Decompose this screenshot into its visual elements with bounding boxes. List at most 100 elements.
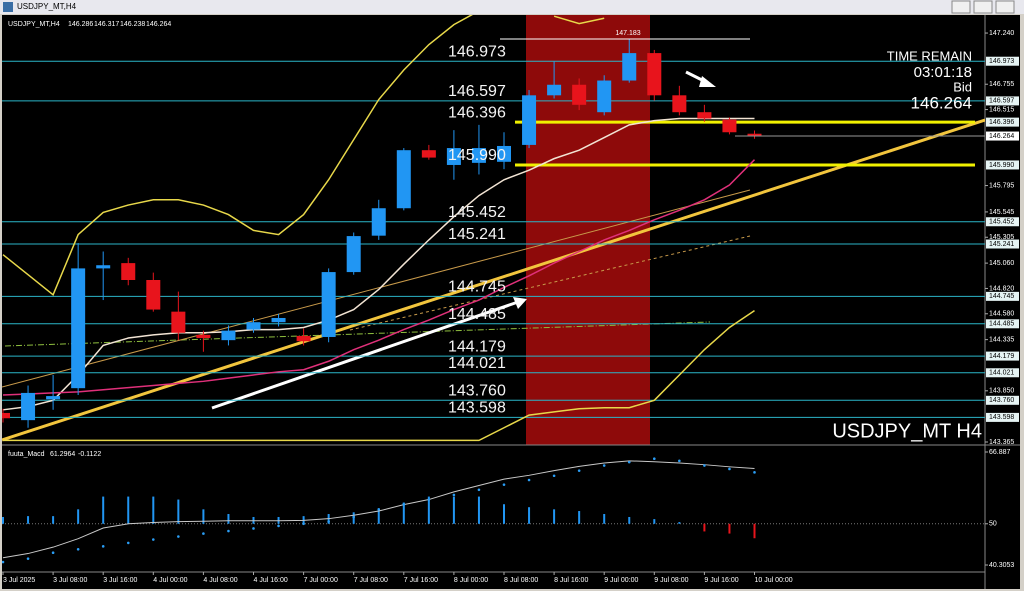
- macd-bar: [578, 511, 581, 524]
- signal-dot: [377, 508, 381, 511]
- y-tick-label: 147.240: [989, 30, 1014, 37]
- level-label: 145.990: [448, 147, 506, 164]
- macd-bar: [427, 496, 430, 524]
- level-tag-label: 146.396: [989, 119, 1014, 126]
- signal-dot: [2, 560, 5, 564]
- signal-dot: [527, 478, 531, 482]
- level-label: 146.973: [448, 43, 506, 60]
- candle-body: [471, 148, 486, 163]
- candle-body: [71, 268, 86, 389]
- x-tick-label: 8 Jul 08:00: [504, 577, 538, 584]
- signal-dot: [252, 527, 255, 530]
- minimize-button[interactable]: [951, 0, 971, 14]
- indicator-line: [2, 117, 755, 411]
- macd-title: fuuta_Macd: [8, 451, 45, 458]
- y-tick-label: 144.335: [989, 336, 1014, 343]
- header-close: 146.264: [146, 21, 171, 28]
- indicator-line: [3, 309, 755, 442]
- signal-dot: [227, 529, 230, 533]
- window-icon: [3, 2, 13, 12]
- candle-body: [321, 272, 336, 337]
- macd-bar: [227, 514, 230, 524]
- macd-bar: [628, 516, 631, 524]
- level-tag-label: 145.452: [989, 219, 1014, 226]
- macd-bar: [77, 509, 80, 524]
- header-open: 146.286: [68, 21, 93, 28]
- macd-bar: [152, 496, 155, 524]
- level-tag-label: 146.597: [989, 98, 1014, 105]
- bid-tag-label: 146.264: [989, 133, 1014, 140]
- signal-dot: [327, 520, 330, 523]
- restore-button[interactable]: [973, 0, 993, 14]
- candle-body: [697, 112, 712, 119]
- level-tag-label: 145.990: [989, 162, 1014, 169]
- signal-dot: [678, 459, 681, 463]
- signal-dot: [577, 469, 581, 472]
- signal-dot: [101, 545, 105, 548]
- header-low: 146.238: [120, 21, 145, 28]
- x-tick-label: 7 Jul 16:00: [404, 577, 438, 584]
- candle-body: [21, 392, 36, 421]
- level-tag-label: 145.241: [989, 241, 1014, 248]
- x-tick-label: 4 Jul 16:00: [254, 577, 288, 584]
- macd-bar: [377, 509, 380, 524]
- candle-body: [121, 263, 136, 280]
- level-tag: [986, 291, 1019, 301]
- macd-bar: [402, 502, 405, 524]
- level-tag-label: 143.598: [989, 414, 1014, 421]
- candle-body: [171, 311, 186, 333]
- level-tag: [986, 56, 1019, 66]
- candle-body: [96, 265, 111, 269]
- candle-body: [747, 133, 762, 137]
- level-tag-label: 144.485: [989, 321, 1014, 328]
- signal-dot: [728, 467, 731, 471]
- candle-body: [672, 95, 687, 113]
- candle-body: [522, 95, 537, 145]
- close-button[interactable]: [995, 0, 1015, 14]
- macd-bar: [27, 516, 30, 524]
- x-tick-label: 3 Jul 08:00: [53, 577, 87, 584]
- y-tick-label: 40.3053: [989, 562, 1014, 569]
- macd-bar: [477, 496, 480, 524]
- level-label: 146.396: [448, 104, 506, 121]
- signal-dot: [427, 498, 431, 501]
- indicator-line: [2, 159, 756, 396]
- x-tick-label: 9 Jul 00:00: [604, 577, 638, 584]
- y-tick-label: 145.795: [989, 182, 1014, 189]
- x-tick-label: 9 Jul 16:00: [704, 577, 738, 584]
- candle-body: [271, 317, 286, 323]
- level-tag: [986, 96, 1019, 106]
- level-label: 144.485: [448, 306, 506, 323]
- overlay-layer: USDJPY_MT,H4 146.286 146.317 146.238 146…: [2, 21, 1019, 584]
- level-label: 144.021: [448, 355, 506, 372]
- macd-bar: [703, 523, 706, 532]
- macd-bar: [528, 507, 531, 524]
- candle-body: [246, 322, 261, 330]
- candle-body: [497, 145, 511, 162]
- level-tag-label: 144.179: [989, 353, 1014, 360]
- candle-body: [296, 335, 311, 342]
- level-tag-label: 143.760: [989, 397, 1014, 404]
- level-tag: [986, 217, 1019, 227]
- time-remain-label: TIME REMAIN: [887, 48, 972, 63]
- signal-dot: [76, 547, 80, 551]
- bid-label: Bid: [953, 79, 972, 94]
- y-tick-label: 66.887: [989, 449, 1011, 456]
- chart-background: [2, 15, 1020, 589]
- candle-body: [572, 84, 587, 105]
- signal-dot: [352, 515, 356, 519]
- macd-bar: [603, 514, 606, 524]
- level-tag: [986, 239, 1019, 249]
- x-tick-label: 3 Jul 16:00: [103, 577, 137, 584]
- level-tag: [986, 319, 1019, 329]
- macd-bar: [553, 509, 556, 524]
- x-tick-label: 8 Jul 00:00: [454, 577, 488, 584]
- signal-dot: [302, 522, 305, 526]
- level-tag: [986, 117, 1019, 127]
- level-label: 143.598: [448, 400, 506, 417]
- window-title: USDJPY_MT,H4: [17, 2, 77, 11]
- signal-dot: [277, 524, 280, 528]
- macd-bar: [102, 496, 105, 524]
- main-plot: [2, 15, 985, 442]
- header-high: 146.317: [94, 21, 119, 28]
